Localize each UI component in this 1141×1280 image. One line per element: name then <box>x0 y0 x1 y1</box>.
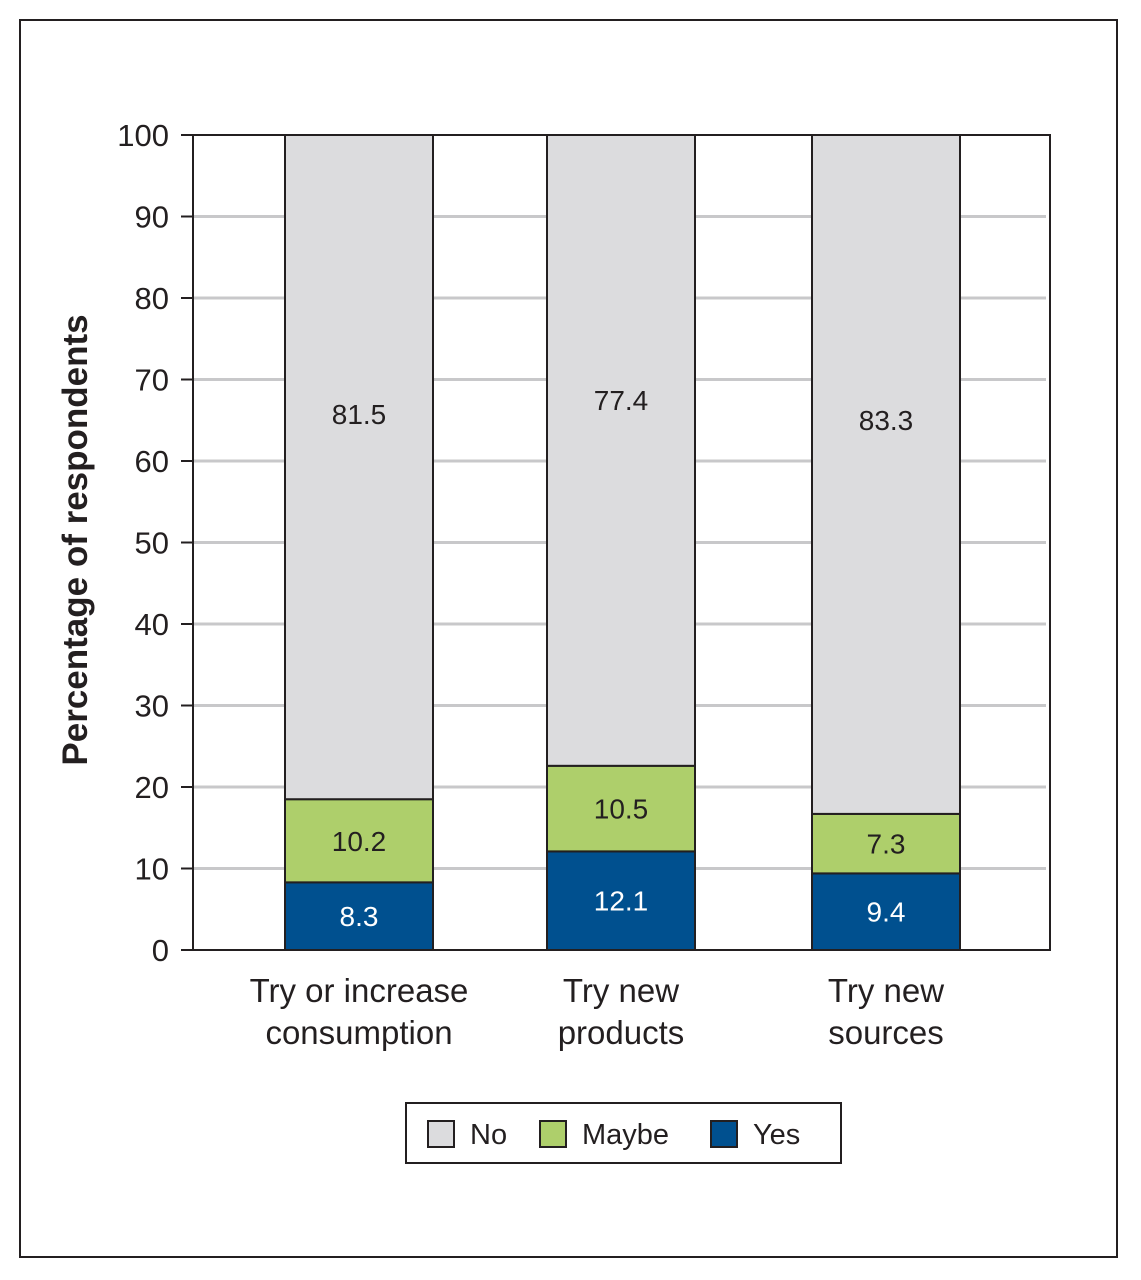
legend-swatch-maybe <box>539 1120 567 1148</box>
y-tick-label: 100 <box>117 118 169 153</box>
bar-no <box>811 134 961 815</box>
x-tick-label-line: consumption <box>265 1014 452 1051</box>
x-tick-label: Try or increase consumption <box>250 972 469 1051</box>
bars: 8.3 10.2 81.5 12.1 10.5 77.4 9.4 7.3 83.3 <box>284 134 961 952</box>
legend-box <box>405 1102 842 1164</box>
y-tick-label: 30 <box>135 689 169 724</box>
data-label-maybe: 7.3 <box>867 829 906 860</box>
legend-label-yes: Yes <box>753 1119 800 1151</box>
legend-swatch-no <box>427 1120 455 1148</box>
bar-no <box>284 134 434 801</box>
y-tick-label: 0 <box>152 933 169 968</box>
data-label-yes: 9.4 <box>867 897 906 928</box>
data-label-yes: 8.3 <box>340 901 379 932</box>
data-label-no: 77.4 <box>594 385 649 416</box>
x-tick-label-line: Try or increase <box>250 972 469 1009</box>
data-label-no: 83.3 <box>859 405 914 436</box>
y-tick-label: 50 <box>135 526 169 561</box>
legend: No Maybe Yes <box>405 1102 842 1164</box>
x-tick-label: Try new sources <box>828 972 944 1051</box>
bar-maybe <box>546 764 696 853</box>
data-label-maybe: 10.2 <box>332 826 387 857</box>
data-label-no: 81.5 <box>332 399 387 430</box>
y-tick-label: 40 <box>135 607 169 642</box>
y-tick-label: 90 <box>135 200 169 235</box>
bar-no <box>546 134 696 767</box>
y-tick-label: 10 <box>135 852 169 887</box>
x-tick-label: Try new products <box>558 972 685 1051</box>
data-label-maybe: 10.5 <box>594 794 649 825</box>
bar-yes <box>811 872 961 952</box>
y-axis-label: Percentage of respondents <box>56 314 95 765</box>
axes: 0 10 20 30 40 50 60 70 80 90 100 Try or increase con… <box>117 118 1051 1051</box>
y-tick-label: 80 <box>135 281 169 316</box>
legend-label-no: No <box>470 1119 507 1151</box>
x-tick-label-line: sources <box>828 1014 944 1051</box>
y-tick-label: 70 <box>135 363 169 398</box>
data-label-yes: 12.1 <box>594 886 649 917</box>
x-tick-label-line: products <box>558 1014 685 1051</box>
x-tick-label-line: Try new <box>828 972 944 1009</box>
legend-label-maybe: Maybe <box>582 1119 669 1151</box>
legend-swatch-yes <box>710 1120 738 1148</box>
x-tick-label-line: Try new <box>563 972 679 1009</box>
y-tick-label: 20 <box>135 770 169 805</box>
y-tick-label: 60 <box>135 444 169 479</box>
